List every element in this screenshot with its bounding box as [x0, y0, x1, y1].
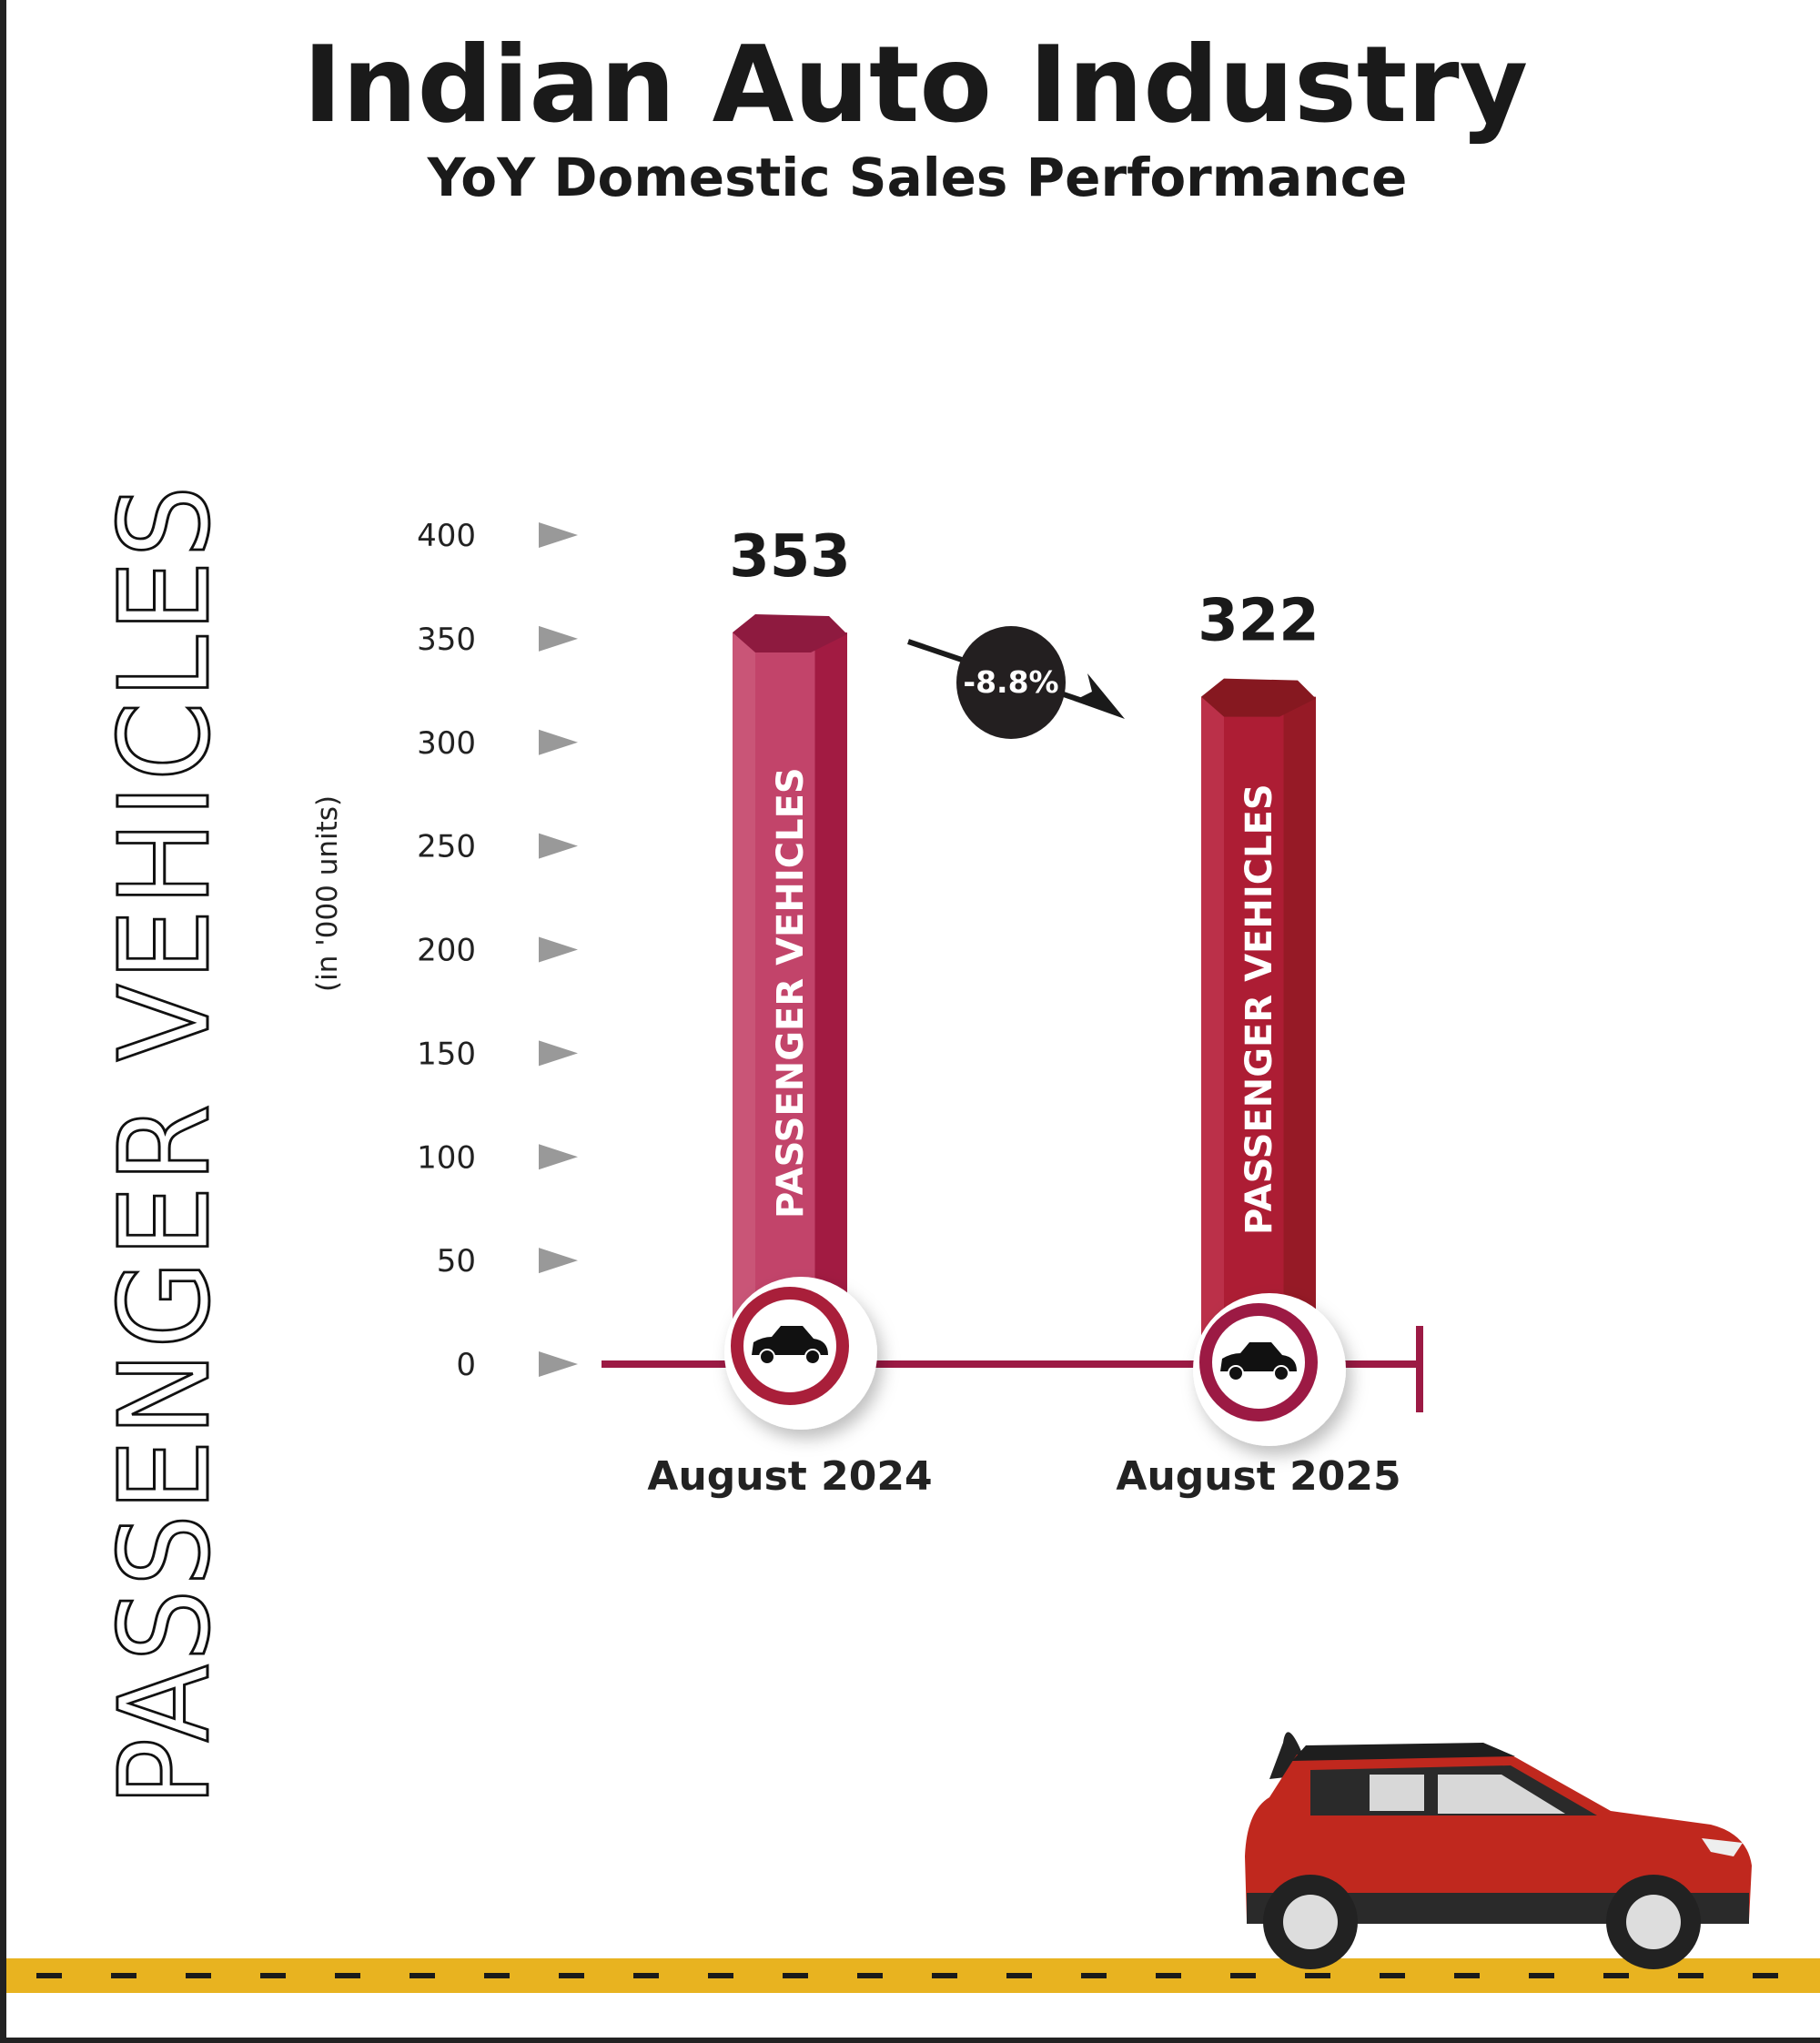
y-tick-label: 250 [417, 829, 476, 865]
wheel-icon [1228, 1365, 1244, 1381]
value-label: 353 [729, 523, 851, 591]
y-tick-label: 0 [456, 1347, 476, 1383]
wheel-icon [1273, 1365, 1289, 1381]
y-tick-marker-icon [539, 833, 578, 859]
change-badge [956, 626, 1066, 739]
y-tick-marker-icon [539, 1351, 578, 1377]
y-tick-label: 400 [417, 518, 476, 554]
y-axis-label: (in '000 units) [311, 795, 344, 992]
y-tick-label: 200 [417, 933, 476, 969]
wheel-icon [759, 1349, 775, 1365]
y-tick-marker-icon [539, 1144, 578, 1170]
y-tick-marker-icon [539, 625, 578, 652]
bar-group: PASSENGER VEHICLES 322 August 2025 [1116, 588, 1400, 1500]
x-category-label: August 2025 [1116, 1453, 1400, 1500]
bar-top [1201, 678, 1316, 717]
wheel-icon [804, 1349, 821, 1365]
change-indicator: -8.8% [907, 626, 1125, 739]
bar-group: PASSENGER VEHICLES 353 August 2024 [647, 523, 932, 1500]
bar-label: PASSENGER VEHICLES [1239, 784, 1280, 1235]
chart-subtitle: YoY Domestic Sales Performance [427, 147, 1408, 208]
bar [1201, 696, 1316, 1362]
change-label: -8.8% [963, 664, 1058, 700]
y-tick-label: 300 [417, 725, 476, 762]
y-tick-marker-icon [539, 522, 578, 548]
y-tick-marker-icon [539, 1040, 578, 1067]
car-icon [1220, 1342, 1297, 1371]
y-tick-label: 50 [437, 1243, 476, 1279]
y-tick-label: 150 [417, 1036, 476, 1072]
road [6, 1958, 1820, 1993]
bar [733, 632, 847, 1346]
y-tick-label: 350 [417, 622, 476, 658]
x-category-label: August 2024 [647, 1453, 932, 1500]
trend-arrow-head-icon [1074, 673, 1125, 719]
y-tick-marker-icon [539, 729, 578, 755]
car-icon [752, 1326, 828, 1355]
bar-top [733, 614, 847, 653]
chart-title: Indian Auto Industry [303, 24, 1528, 147]
y-tick-label: 100 [417, 1139, 476, 1176]
y-tick-marker-icon [539, 1248, 578, 1274]
y-tick-marker-icon [539, 936, 578, 963]
value-label: 322 [1198, 588, 1320, 655]
bar-label: PASSENGER VEHICLES [770, 767, 812, 1219]
side-label: PASSENGER VEHICLES [94, 482, 238, 1806]
suv-car-illustration [1245, 1732, 1752, 1969]
